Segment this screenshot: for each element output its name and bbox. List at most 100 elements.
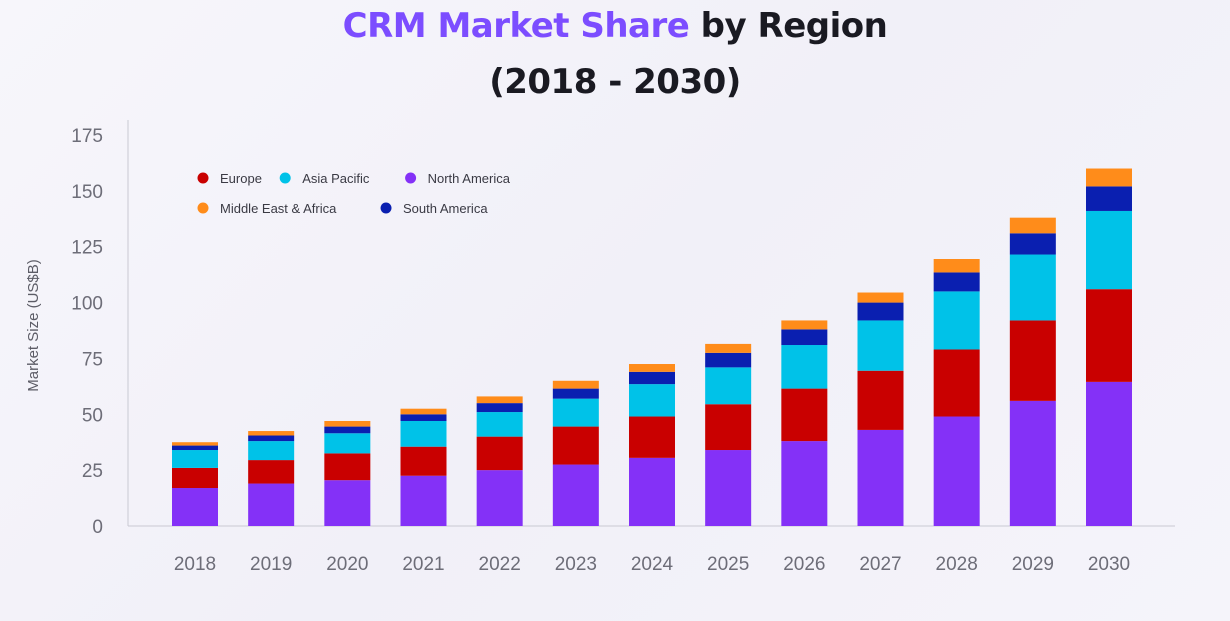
bar-segment — [781, 388, 828, 442]
bar-segment — [933, 291, 980, 350]
bar-segment — [172, 467, 218, 489]
legend-label: South America — [403, 201, 488, 216]
bar-segment — [1009, 254, 1056, 321]
bar-segment — [1086, 381, 1132, 526]
bar-segment — [857, 370, 904, 430]
x-tick-label: 2018 — [174, 554, 216, 575]
bar-segment — [705, 352, 752, 368]
bar-segment — [400, 420, 447, 447]
chart-title-rest: by Region — [689, 6, 888, 46]
chart-subtitle: (2018 - 2030) — [489, 62, 741, 102]
y-tick-label: 125 — [71, 238, 103, 259]
x-tick-label: 2020 — [326, 554, 368, 575]
bar-segment — [629, 364, 675, 372]
legend-swatch — [405, 172, 417, 184]
legend: Europe Asia Pacific North America Middle Ea… — [197, 171, 511, 216]
legend-swatch — [197, 202, 209, 214]
bar-segment — [552, 398, 599, 427]
x-tick-label: 2025 — [707, 554, 749, 575]
bar-segment — [629, 384, 675, 417]
bar-segment — [933, 272, 980, 292]
y-tick-label: 50 — [82, 405, 103, 426]
bar-segment — [324, 480, 371, 526]
bar-segment — [781, 345, 828, 389]
x-tick-label: 2022 — [479, 554, 521, 575]
bar-segment — [705, 450, 752, 526]
bar-segment — [248, 460, 295, 484]
bar-segment — [172, 445, 218, 451]
bar-segment — [400, 414, 447, 421]
bar-segment — [857, 292, 904, 303]
x-tick-label: 2030 — [1088, 554, 1130, 575]
legend-swatch — [279, 172, 291, 184]
bar-segment — [400, 475, 447, 526]
y-tick-label: 0 — [92, 517, 103, 538]
x-tick-label: 2024 — [631, 554, 674, 575]
x-tick-label: 2027 — [859, 554, 901, 575]
legend-swatch — [380, 202, 392, 214]
bar-segment — [1086, 186, 1132, 211]
bar-segment — [705, 343, 752, 353]
bar-segment — [705, 367, 752, 405]
legend-label: Asia Pacific — [302, 171, 370, 186]
y-tick-label: 75 — [82, 349, 103, 370]
bar-segment — [781, 329, 828, 346]
bar-segment — [781, 320, 828, 330]
bar-segment — [476, 436, 523, 471]
legend-label: North America — [428, 171, 511, 186]
bar-segment — [324, 453, 371, 481]
y-tick-label: 100 — [71, 294, 103, 315]
legend-label: Europe — [220, 171, 262, 186]
y-tick-label: 150 — [71, 182, 103, 203]
x-tick-label: 2029 — [1012, 554, 1054, 575]
bar-segment — [552, 388, 599, 399]
bars — [172, 168, 1132, 526]
bar-segment — [324, 433, 371, 454]
bar-segment — [324, 426, 371, 434]
bar-segment — [476, 403, 523, 413]
bar-segment — [172, 488, 218, 526]
bar-segment — [629, 416, 675, 458]
bar-segment — [933, 259, 980, 273]
bar-segment — [476, 470, 523, 526]
bar-segment — [933, 349, 980, 417]
axes: 0 25 50 75 100 125 150 175 Market Size (US$B) 201… — [25, 120, 1175, 575]
bar-segment — [857, 429, 904, 526]
bar-segment — [552, 380, 599, 389]
bar-segment — [172, 450, 218, 468]
bar-segment — [400, 408, 447, 415]
bar-segment — [476, 396, 523, 404]
bar-segment — [552, 426, 599, 465]
bar-segment — [1086, 168, 1132, 187]
bar-segment — [324, 420, 371, 427]
bar-segment — [476, 412, 523, 437]
bar-segment — [172, 442, 218, 446]
bar-segment — [1086, 210, 1132, 290]
legend-label: Middle East & Africa — [220, 201, 337, 216]
bar-segment — [857, 320, 904, 371]
legend-swatch — [197, 172, 209, 184]
bar-segment — [1086, 289, 1132, 382]
x-tick-label: 2021 — [402, 554, 444, 575]
bar-segment — [857, 302, 904, 321]
bar-segment — [629, 371, 675, 385]
y-tick-label: 175 — [71, 126, 103, 147]
x-tick-label: 2028 — [936, 554, 978, 575]
bar-segment — [1009, 217, 1056, 234]
bar-segment — [552, 464, 599, 526]
bar-segment — [248, 483, 295, 526]
bar-segment — [933, 416, 980, 526]
bar-segment — [1009, 400, 1056, 526]
y-tick-label: 25 — [82, 461, 103, 482]
chart-title: CRM Market Share by Region — [0, 6, 1230, 46]
bar-segment — [1009, 233, 1056, 255]
bar-segment — [1009, 320, 1056, 401]
bar-segment — [400, 446, 447, 476]
bar-segment — [629, 457, 675, 526]
x-tick-label: 2026 — [783, 554, 825, 575]
x-tick-label: 2019 — [250, 554, 292, 575]
bar-segment — [248, 435, 295, 442]
bar-segment — [248, 431, 295, 436]
y-axis-label: Market Size (US$B) — [25, 259, 42, 392]
